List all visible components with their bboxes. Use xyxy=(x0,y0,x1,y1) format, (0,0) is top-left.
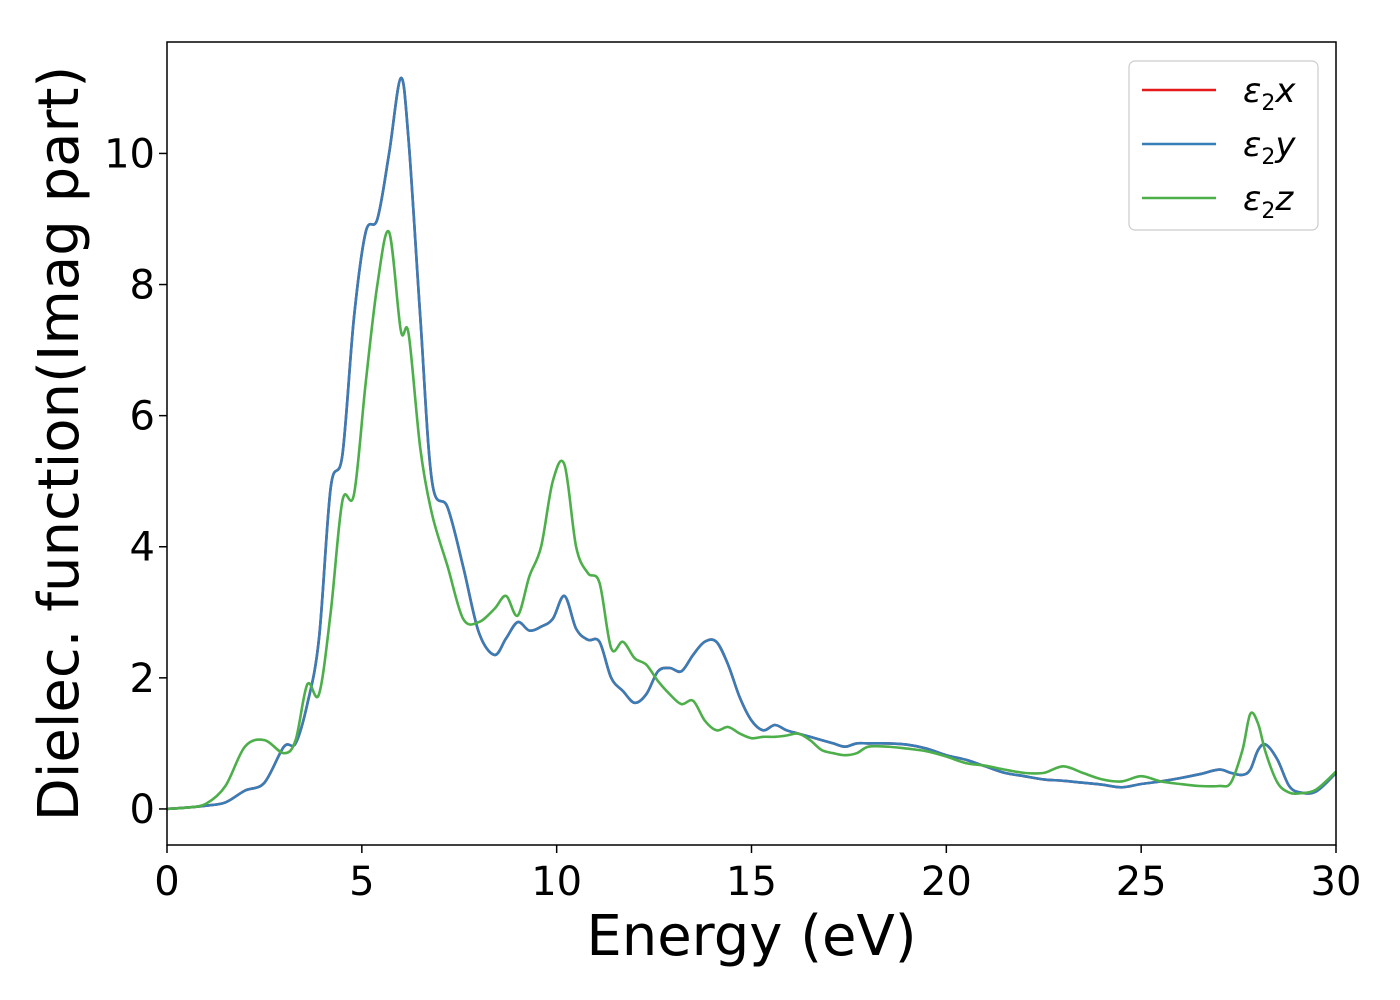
y-tick-label: 8 xyxy=(130,263,155,309)
y-tick-label: 0 xyxy=(130,787,155,833)
series-eps2-z-line xyxy=(166,229,1337,811)
x-tick-label: 30 xyxy=(1311,859,1362,905)
y-tick-label: 2 xyxy=(130,656,155,702)
x-tick-label: 15 xyxy=(726,859,777,905)
legend-box xyxy=(1128,60,1319,231)
legend: ε2x ε2y ε2z xyxy=(1128,60,1319,231)
y-tick-label: 6 xyxy=(130,394,155,440)
x-tick-label: 20 xyxy=(921,859,972,905)
legend-entry-eps2-x: ε2x xyxy=(1243,71,1296,116)
series-lines xyxy=(166,76,1337,811)
y-tick-label: 4 xyxy=(130,525,155,571)
x-tick-label: 0 xyxy=(154,859,179,905)
legend-entry-eps2-z: ε2z xyxy=(1243,179,1294,224)
x-tick-label: 25 xyxy=(1116,859,1167,905)
x-axis-label: Energy (eV) xyxy=(586,904,916,969)
y-axis-label: Dielec. function(Imag part) xyxy=(27,66,92,822)
x-tick-label: 5 xyxy=(349,859,374,905)
axis-ticks: 0 5 10 15 20 25 30 0 2 4 6 8 10 xyxy=(104,131,1361,905)
x-tick-label: 10 xyxy=(531,859,582,905)
legend-entry-eps2-y: ε2y xyxy=(1243,125,1296,170)
series-eps2-y-line xyxy=(166,76,1337,811)
y-tick-label: 10 xyxy=(104,131,155,177)
